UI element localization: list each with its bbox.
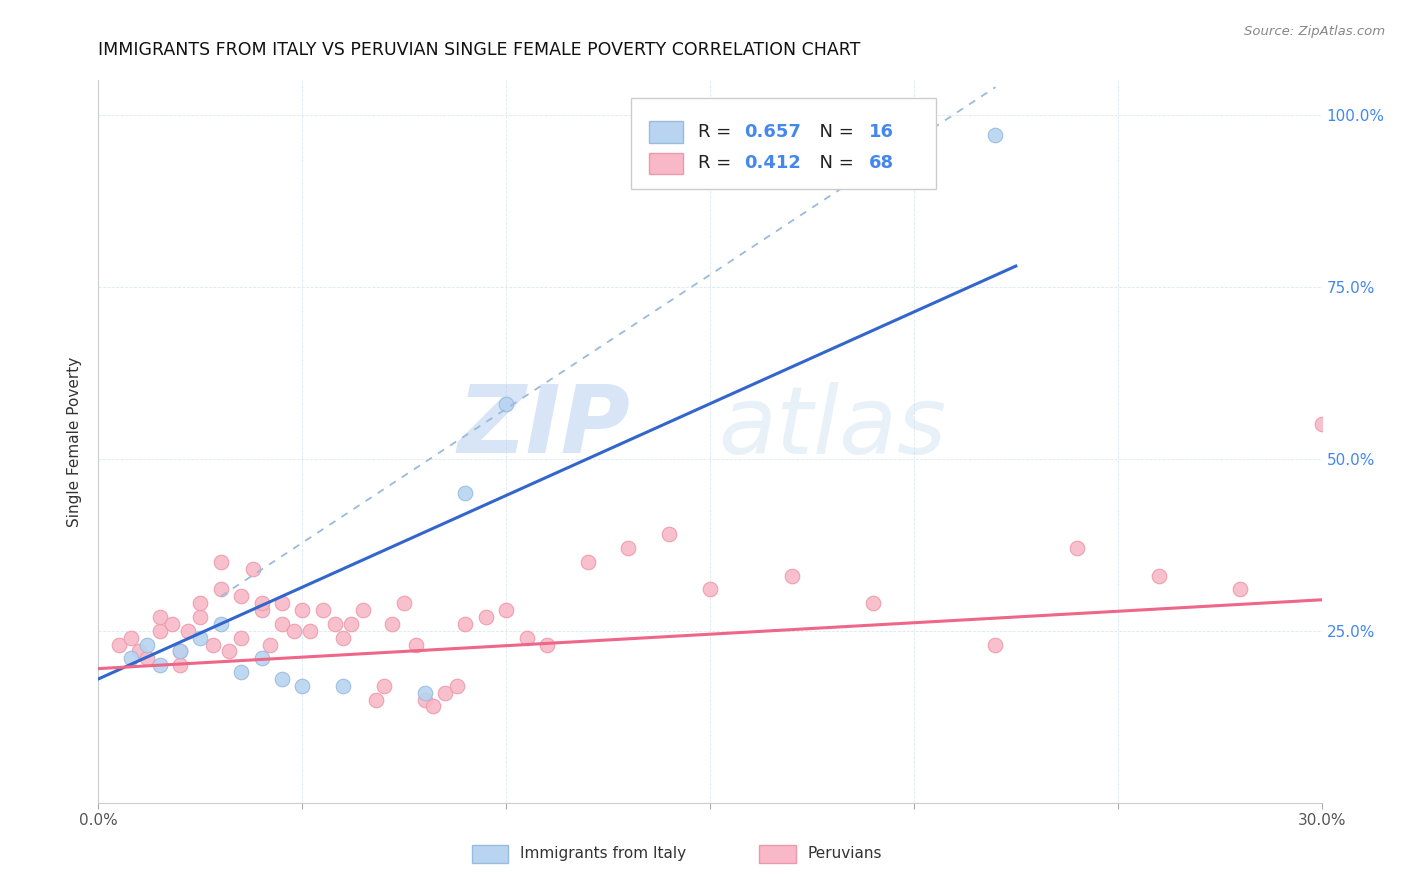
Point [373, 679, 395, 693]
Text: R =: R = [697, 154, 737, 172]
Text: R =: R = [697, 123, 737, 141]
Point [231, 665, 253, 679]
Point [270, 596, 292, 610]
Point [405, 638, 427, 652]
Text: 0.657: 0.657 [744, 123, 801, 141]
Point [242, 562, 264, 576]
Text: ZIP: ZIP [457, 381, 630, 473]
Point [149, 658, 172, 673]
Point [332, 631, 354, 645]
Point [108, 638, 131, 652]
Point [422, 699, 444, 714]
Point [413, 686, 436, 700]
Point [332, 679, 354, 693]
Point [1229, 582, 1251, 597]
Point [576, 555, 599, 569]
Point [250, 603, 273, 617]
Point [392, 596, 416, 610]
Text: atlas: atlas [718, 382, 946, 473]
Point [231, 631, 253, 645]
FancyBboxPatch shape [648, 121, 683, 143]
Text: Peruvians: Peruvians [808, 846, 883, 861]
Point [984, 638, 1007, 652]
Point [120, 651, 142, 665]
Point [209, 555, 232, 569]
Point [352, 603, 374, 617]
Point [169, 644, 191, 658]
FancyBboxPatch shape [471, 845, 508, 863]
Point [381, 616, 404, 631]
Point [364, 692, 387, 706]
Text: 16: 16 [869, 123, 894, 141]
Point [149, 624, 172, 638]
Point [177, 624, 200, 638]
Point [270, 616, 292, 631]
Point [136, 638, 159, 652]
Point [160, 616, 183, 631]
Point [209, 582, 232, 597]
FancyBboxPatch shape [648, 153, 683, 174]
Point [250, 596, 273, 610]
Point [1310, 417, 1333, 432]
Point [250, 651, 273, 665]
Point [340, 616, 363, 631]
Point [201, 638, 224, 652]
Point [433, 686, 456, 700]
Point [291, 603, 314, 617]
Point [658, 527, 681, 541]
Point [169, 658, 191, 673]
Point [454, 616, 477, 631]
Point [984, 128, 1007, 143]
Point [231, 590, 253, 604]
Point [120, 631, 142, 645]
Point [259, 638, 281, 652]
Text: Immigrants from Italy: Immigrants from Italy [520, 846, 686, 861]
Point [299, 624, 322, 638]
Point [209, 616, 232, 631]
Point [169, 644, 191, 658]
Text: 68: 68 [869, 154, 894, 172]
Point [699, 582, 721, 597]
Point [188, 631, 212, 645]
Point [495, 397, 517, 411]
Text: N =: N = [808, 123, 859, 141]
FancyBboxPatch shape [759, 845, 796, 863]
Point [283, 624, 305, 638]
Point [291, 679, 314, 693]
Point [536, 638, 558, 652]
Point [136, 651, 159, 665]
Point [780, 128, 803, 143]
Point [413, 692, 436, 706]
Point [149, 610, 172, 624]
Point [780, 568, 803, 582]
Text: Source: ZipAtlas.com: Source: ZipAtlas.com [1244, 25, 1385, 38]
Point [188, 596, 212, 610]
Point [446, 679, 468, 693]
Text: 0.412: 0.412 [744, 154, 801, 172]
Point [323, 616, 346, 631]
Point [1147, 568, 1170, 582]
Y-axis label: Single Female Poverty: Single Female Poverty [67, 357, 83, 526]
Point [495, 603, 517, 617]
Point [188, 610, 212, 624]
Point [617, 541, 640, 556]
Point [311, 603, 335, 617]
Point [474, 610, 498, 624]
Text: N =: N = [808, 154, 859, 172]
Point [218, 644, 240, 658]
Point [516, 631, 538, 645]
Text: IMMIGRANTS FROM ITALY VS PERUVIAN SINGLE FEMALE POVERTY CORRELATION CHART: IMMIGRANTS FROM ITALY VS PERUVIAN SINGLE… [98, 41, 860, 59]
Point [454, 486, 477, 500]
Point [128, 644, 150, 658]
Point [270, 672, 292, 686]
FancyBboxPatch shape [630, 98, 936, 189]
Point [862, 596, 884, 610]
Point [1066, 541, 1088, 556]
